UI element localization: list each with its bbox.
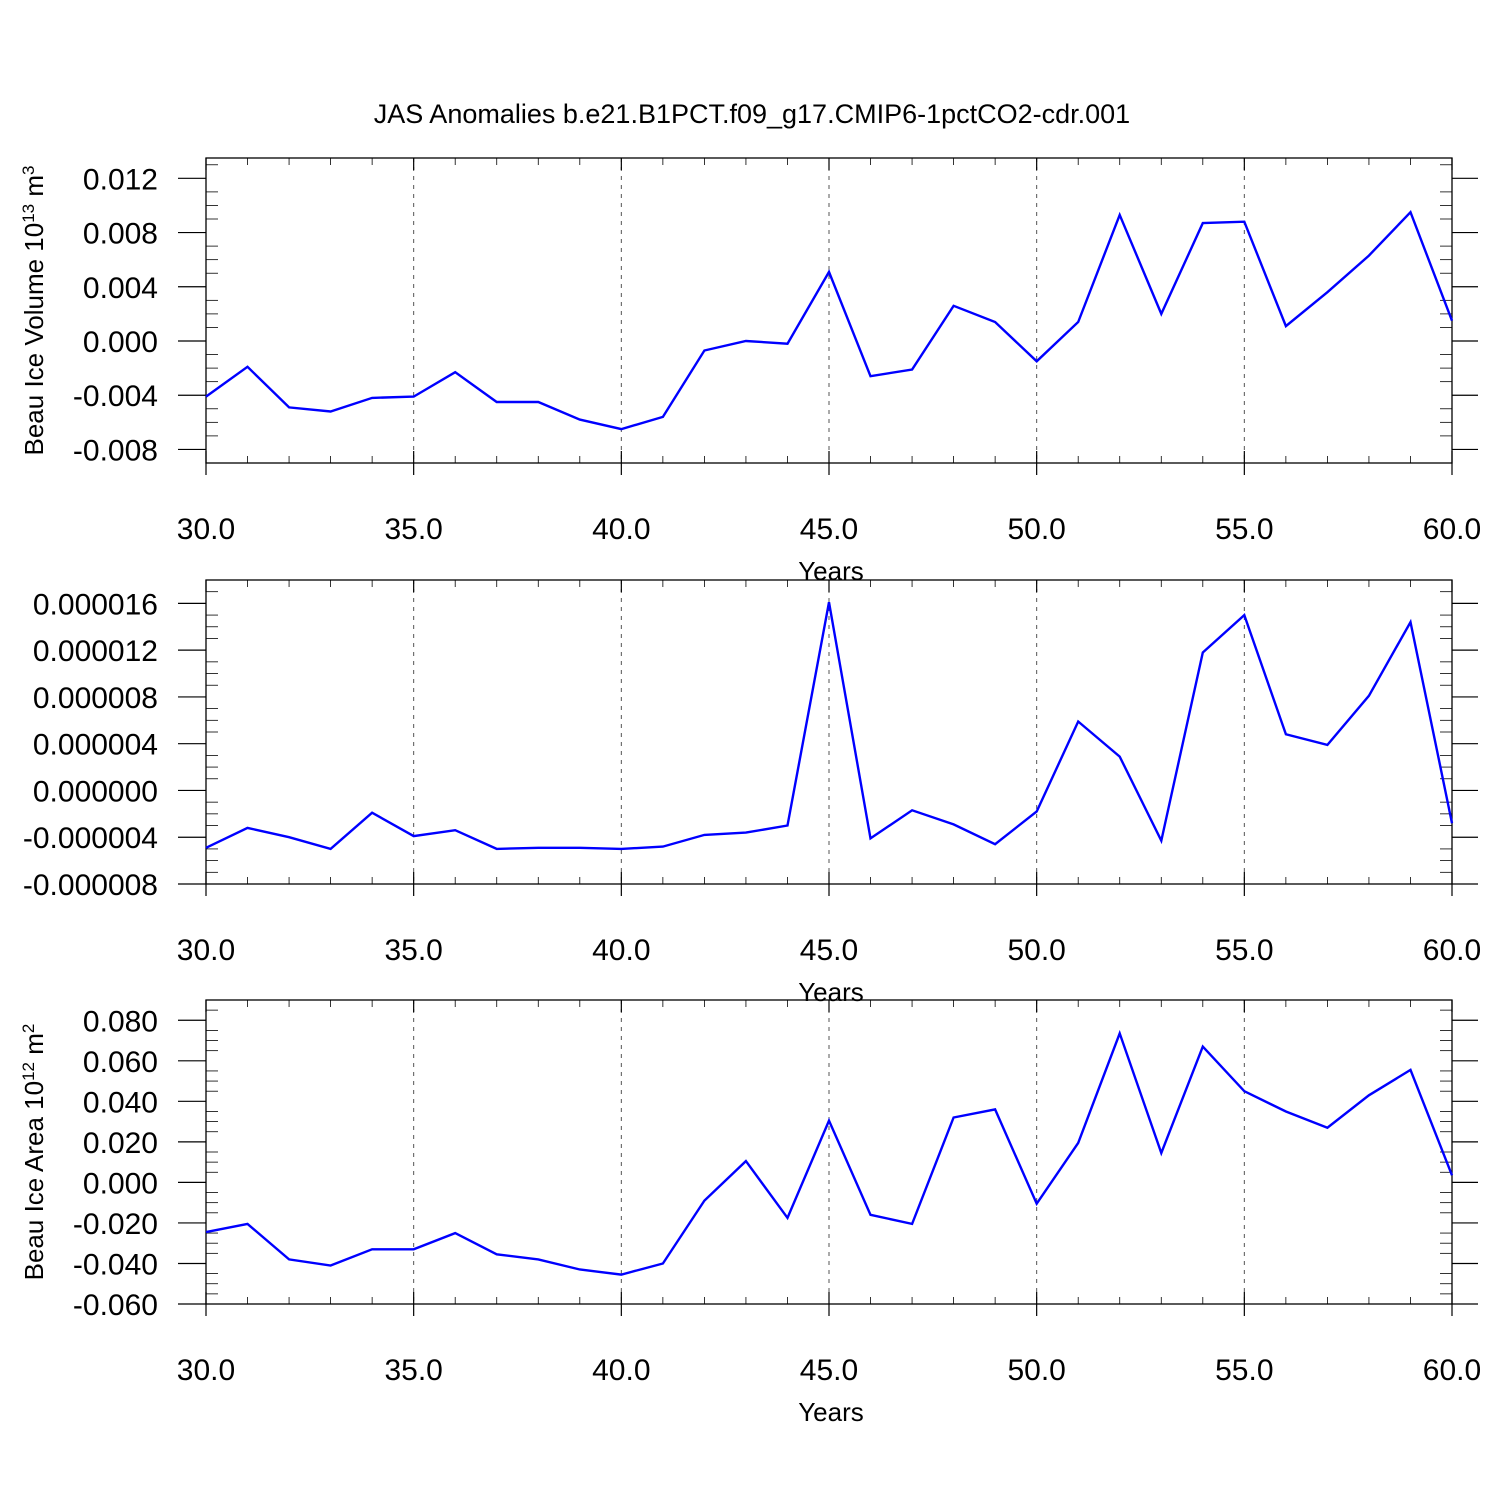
y-tick-label: 0.000016 bbox=[33, 588, 158, 621]
series-line bbox=[205, 601, 1454, 851]
x-tick-label: 30.0 bbox=[177, 513, 235, 546]
chart-panel-3: -0.060 -0.040 -0.020 0.000 0.020 0.040 0.060 0.… bbox=[19, 999, 1481, 1427]
series-line bbox=[205, 210, 1454, 431]
x-tick-label: 50.0 bbox=[1007, 513, 1065, 546]
y-tick-label: 0.040 bbox=[83, 1086, 158, 1119]
plot-frame bbox=[205, 157, 1453, 464]
y-tick-label: -0.004 bbox=[73, 380, 158, 413]
y-tick-label: 0.000 bbox=[83, 326, 158, 359]
y-tick-label: 0.000 bbox=[83, 1167, 158, 1200]
y-tick-label: -0.000008 bbox=[23, 869, 158, 902]
y-tick-label: 0.000008 bbox=[33, 682, 158, 715]
x-tick-label: 45.0 bbox=[800, 1354, 858, 1387]
y-tick-label: 0.080 bbox=[83, 1005, 158, 1038]
y-tick-label: 0.004 bbox=[83, 272, 158, 305]
series-line bbox=[205, 1029, 1454, 1276]
x-axis-label: Years bbox=[798, 977, 864, 1007]
x-tick-label: 40.0 bbox=[592, 513, 650, 546]
x-tick-label: 55.0 bbox=[1215, 934, 1273, 967]
x-tick-label: 50.0 bbox=[1007, 934, 1065, 967]
y-tick-label: 0.000012 bbox=[33, 635, 158, 668]
x-tick-label: 40.0 bbox=[592, 934, 650, 967]
y-tick-label: 0.008 bbox=[83, 218, 158, 251]
panels: -0.008 -0.004 0.000 0.004 0.008 0.012 30.0 35.0… bbox=[19, 157, 1481, 1427]
y-tick-label: 0.012 bbox=[83, 163, 158, 196]
y-tick-label: 0.000004 bbox=[33, 729, 158, 762]
x-tick-label: 30.0 bbox=[177, 1354, 235, 1387]
y-tick-label: -0.000004 bbox=[23, 822, 158, 855]
x-tick-label: 45.0 bbox=[800, 934, 858, 967]
y-tick-label: -0.040 bbox=[73, 1248, 158, 1281]
y-axis-label: Beau Ice Volume 1013 m3 bbox=[19, 166, 50, 456]
x-tick-label: 55.0 bbox=[1215, 1354, 1273, 1387]
y-tick-label: 0.020 bbox=[83, 1127, 158, 1160]
chart-panel-2: -0.000008 -0.000004 0.000000 0.000004 0.0000… bbox=[23, 579, 1481, 1007]
y-tick-label: 0.060 bbox=[83, 1046, 158, 1079]
x-tick-label: 35.0 bbox=[384, 1354, 442, 1387]
plot-frame bbox=[205, 999, 1453, 1305]
y-axis-label: Beau Ice Area 1012 m2 bbox=[19, 1024, 50, 1281]
y-tick-label: 0.000000 bbox=[33, 775, 158, 808]
x-tick-label: 45.0 bbox=[800, 513, 858, 546]
x-tick-label: 35.0 bbox=[384, 513, 442, 546]
chart-title: JAS Anomalies b.e21.B1PCT.f09_g17.CMIP6-… bbox=[374, 99, 1130, 129]
x-tick-label: 60.0 bbox=[1423, 513, 1481, 546]
x-tick-label: 40.0 bbox=[592, 1354, 650, 1387]
x-tick-label: 30.0 bbox=[177, 934, 235, 967]
plot-frame bbox=[205, 579, 1453, 885]
x-axis-label: Years bbox=[798, 556, 864, 586]
x-tick-label: 55.0 bbox=[1215, 513, 1273, 546]
x-axis-label: Years bbox=[798, 1397, 864, 1427]
y-tick-label: -0.020 bbox=[73, 1208, 158, 1241]
x-tick-label: 35.0 bbox=[384, 934, 442, 967]
y-tick-label: -0.060 bbox=[73, 1289, 158, 1322]
x-tick-label: 50.0 bbox=[1007, 1354, 1065, 1387]
chart-panel-1: -0.008 -0.004 0.000 0.004 0.008 0.012 30.0 35.0… bbox=[19, 157, 1481, 586]
y-tick-label: -0.008 bbox=[73, 434, 158, 467]
x-tick-label: 60.0 bbox=[1423, 1354, 1481, 1387]
x-tick-label: 60.0 bbox=[1423, 934, 1481, 967]
